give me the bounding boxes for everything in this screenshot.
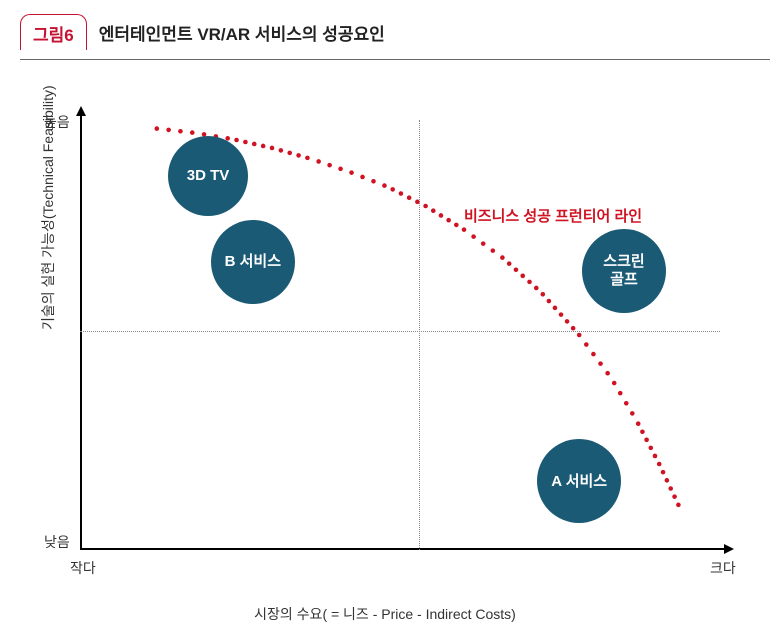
x-axis-high-label: 크다 [710,558,736,578]
y-axis-arrow-icon [76,106,86,116]
figure-number: 그림6 [20,14,87,50]
header-underline [20,59,770,60]
bubble-b-service: B 서비스 [211,220,295,304]
plot-area: 3D TVB 서비스 스크린 골프 A 서비스 비즈니스 성공 프런티어 라인 [80,120,720,550]
y-axis-label: 기술의 실현 가능성(Technical Feasibility) [38,85,58,330]
y-axis-low-label: 낮음 [44,532,70,552]
figure-header: 그림6 엔터테인먼트 VR/AR 서비스의 성공요인 [0,0,770,60]
bubble-a-service: A 서비스 [537,439,621,523]
bubble-3d-tv: 3D TV [168,136,248,216]
x-axis-arrow-icon [724,544,734,554]
figure-title: 엔터테인먼트 VR/AR 서비스의 성공요인 [99,20,385,45]
x-axis-label: 시장의 수요( = 니즈 - Price - Indirect Costs) [254,604,516,624]
bubble-screen-golf: 스크린 골프 [582,229,666,313]
frontier-label: 비즈니스 성공 프런티어 라인 [464,205,642,226]
x-axis-low-label: 작다 [70,558,96,578]
